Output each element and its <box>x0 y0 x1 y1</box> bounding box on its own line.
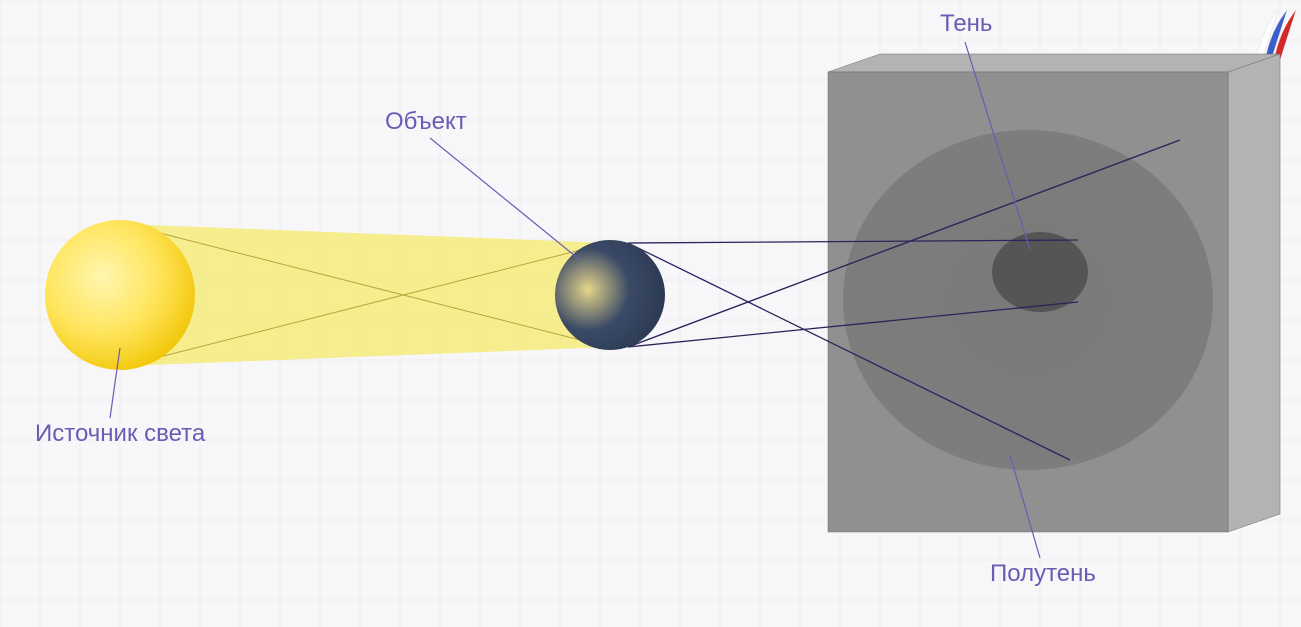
diagram-scene <box>0 0 1301 627</box>
screen-top <box>828 54 1280 72</box>
light-source <box>45 220 195 370</box>
umbra <box>992 232 1088 312</box>
screen-side <box>1228 54 1280 532</box>
light-beam <box>125 224 610 366</box>
object-sphere <box>555 240 665 350</box>
